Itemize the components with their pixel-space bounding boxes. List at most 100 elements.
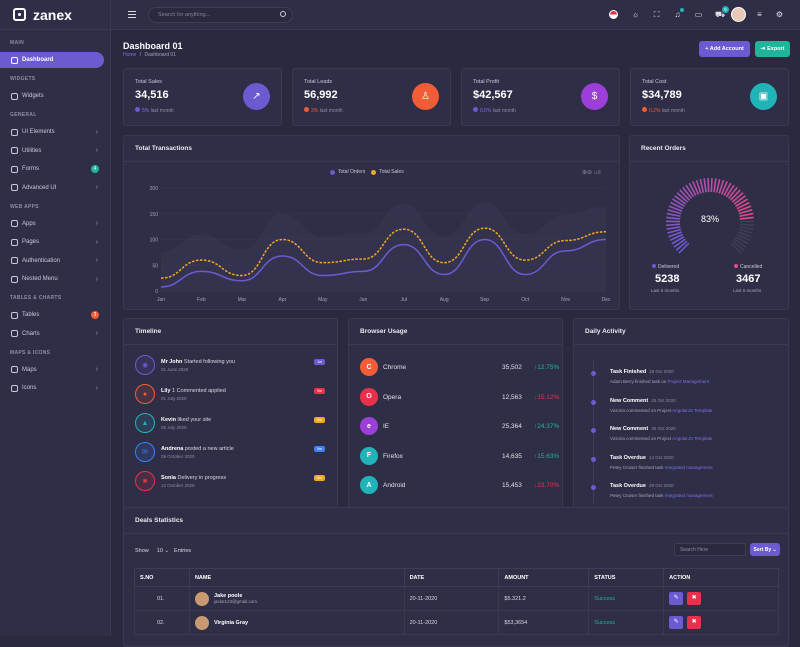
deals-search-input[interactable]: Search Here	[674, 543, 746, 556]
cart-badge: 5	[722, 6, 729, 13]
cancelled-sub: Last 6 months	[733, 288, 761, 293]
cell-sno: 02.	[135, 611, 190, 635]
breadcrumb-separator: /	[140, 52, 141, 58]
more-menu-icon[interactable]: ≡	[755, 10, 764, 19]
sidebar-badge: 4	[91, 165, 99, 173]
y-tick-label: 50	[152, 263, 158, 269]
sidebar-item-charts[interactable]: Charts›	[0, 326, 110, 342]
hamburger-menu-icon[interactable]	[128, 11, 136, 18]
stat-change-value: 0.2%	[649, 108, 660, 114]
cell-date: 20-11-2020	[404, 611, 499, 635]
sidebar-item-authentication[interactable]: Authentication›	[0, 253, 110, 269]
chevron-right-icon: ›	[96, 184, 98, 191]
sidebar-item-widgets[interactable]: Widgets	[0, 88, 110, 104]
activity-title-text: Task Finished	[610, 369, 646, 375]
activity-link[interactable]: Project Management	[668, 379, 710, 384]
search-icon[interactable]	[280, 11, 286, 17]
delete-icon[interactable]: ✖	[687, 616, 701, 629]
dashboard-icon	[11, 57, 18, 64]
browser-percent: ↑12.75%	[534, 364, 559, 371]
sidebar-section-title: TABLES & CHARTS	[0, 295, 110, 301]
card-title: Recent Orders	[641, 145, 686, 152]
column-header[interactable]: AMOUNT	[499, 569, 589, 587]
sidebar-item-label: Forms	[22, 166, 39, 172]
stat-value: 56,992	[304, 89, 338, 101]
timeline-icon: ●	[135, 384, 155, 404]
sidebar-item-apps[interactable]: Apps›	[0, 216, 110, 232]
edit-icon[interactable]: ✎	[669, 616, 683, 629]
topbar: Search for anything... ☼ ⛶ ♫ ▭ ⛟5 ≡ ⚙	[111, 0, 800, 30]
sidebar-item-advanced-ui[interactable]: Advanced UI ›	[0, 180, 110, 196]
gauge-tick	[714, 178, 716, 192]
browser-percent-value: 24.37%	[537, 423, 559, 430]
activity-title-text: Task Overdue	[610, 455, 646, 461]
breadcrumb-home[interactable]: Home	[123, 52, 136, 58]
x-tick-label: Aug	[440, 297, 449, 303]
sidebar-item-dashboard[interactable]: Dashboard	[0, 52, 104, 68]
timeline-user[interactable]: Mr John	[161, 359, 182, 365]
column-header[interactable]: S.NO	[135, 569, 190, 587]
stat-icon: ♙	[412, 83, 439, 110]
chevron-right-icon: ›	[96, 147, 98, 154]
activity-link[interactable]: AngularJS Template	[672, 436, 712, 441]
firefox-icon: F	[360, 447, 378, 465]
user-avatar[interactable]	[731, 7, 746, 22]
export-button[interactable]: ⇥Export	[755, 41, 790, 57]
column-header[interactable]: DATE	[404, 569, 499, 587]
column-header[interactable]: STATUS	[589, 569, 664, 587]
flag-icon[interactable]	[609, 10, 618, 19]
delete-icon[interactable]: ✖	[687, 592, 701, 605]
activity-date: 25 Oct 2020	[651, 426, 676, 431]
sidebar-item-label: Advanced UI	[22, 185, 56, 191]
cart-icon[interactable]: ⛟5	[715, 10, 724, 19]
x-tick-label: Jul	[401, 297, 407, 303]
brand-logo[interactable]: zanex	[0, 0, 110, 30]
messages-icon[interactable]: ▭	[694, 10, 703, 19]
sort-by-button[interactable]: Sort By ⌄	[750, 543, 780, 556]
add-account-button[interactable]: + Add Account	[699, 41, 750, 57]
recent-orders-card: Recent Orders 83% Delivered 5238 Last 6 …	[629, 135, 789, 310]
sidebar-item-pages[interactable]: Pages›	[0, 234, 110, 250]
fullscreen-icon[interactable]: ⛶	[652, 10, 661, 19]
timeline-text: Andrena posted a new article	[161, 446, 234, 452]
browser-value: 35,502	[502, 364, 522, 371]
entries-select[interactable]: 10 ⌄	[157, 548, 169, 554]
edit-icon[interactable]: ✎	[669, 592, 683, 605]
search-input[interactable]: Search for anything...	[148, 7, 293, 23]
entries-control: Show 10 ⌄ Entries	[135, 548, 191, 554]
sidebar-item-forms[interactable]: Forms 4	[0, 161, 110, 177]
column-header[interactable]: NAME	[189, 569, 404, 587]
column-header[interactable]: ACTION	[664, 569, 779, 587]
theme-toggle-icon[interactable]: ☼	[631, 10, 640, 19]
stat-label: Total Sales	[135, 79, 162, 85]
activity-link[interactable]: AngularJS Template	[672, 408, 712, 413]
sidebar-item-label: Pages	[22, 239, 39, 245]
browser-percent-value: 15.12%	[537, 394, 559, 401]
stat-value: $42,567	[473, 89, 513, 101]
activity-link[interactable]: Integrated management	[665, 465, 713, 470]
gauge-tick	[667, 227, 681, 229]
activity-dot	[591, 485, 596, 490]
timeline-user[interactable]: Sonia	[161, 475, 176, 481]
notification-bell-icon[interactable]: ♫	[673, 10, 682, 19]
sidebar-item-icons[interactable]: Icons›	[0, 380, 110, 396]
settings-gear-icon[interactable]: ⚙	[775, 10, 784, 19]
browser-value: 25,364	[502, 423, 522, 430]
timeline-user[interactable]: Andrena	[161, 446, 183, 452]
sidebar-item-maps[interactable]: Maps›	[0, 362, 110, 378]
sidebar-item-utilities[interactable]: Utilities›	[0, 143, 110, 159]
sidebar-item-ui-elements[interactable]: UI Elements›	[0, 124, 110, 140]
sidebar-item-nested-menu[interactable]: Nested Menu›	[0, 271, 110, 287]
timeline-user[interactable]: Kevin	[161, 417, 176, 423]
stat-change-suffix: last month	[149, 108, 173, 114]
activity-link[interactable]: Integrated management	[665, 493, 713, 498]
sidebar-item-label: Maps	[22, 367, 37, 373]
sort-by-label: Sort By	[753, 547, 771, 553]
